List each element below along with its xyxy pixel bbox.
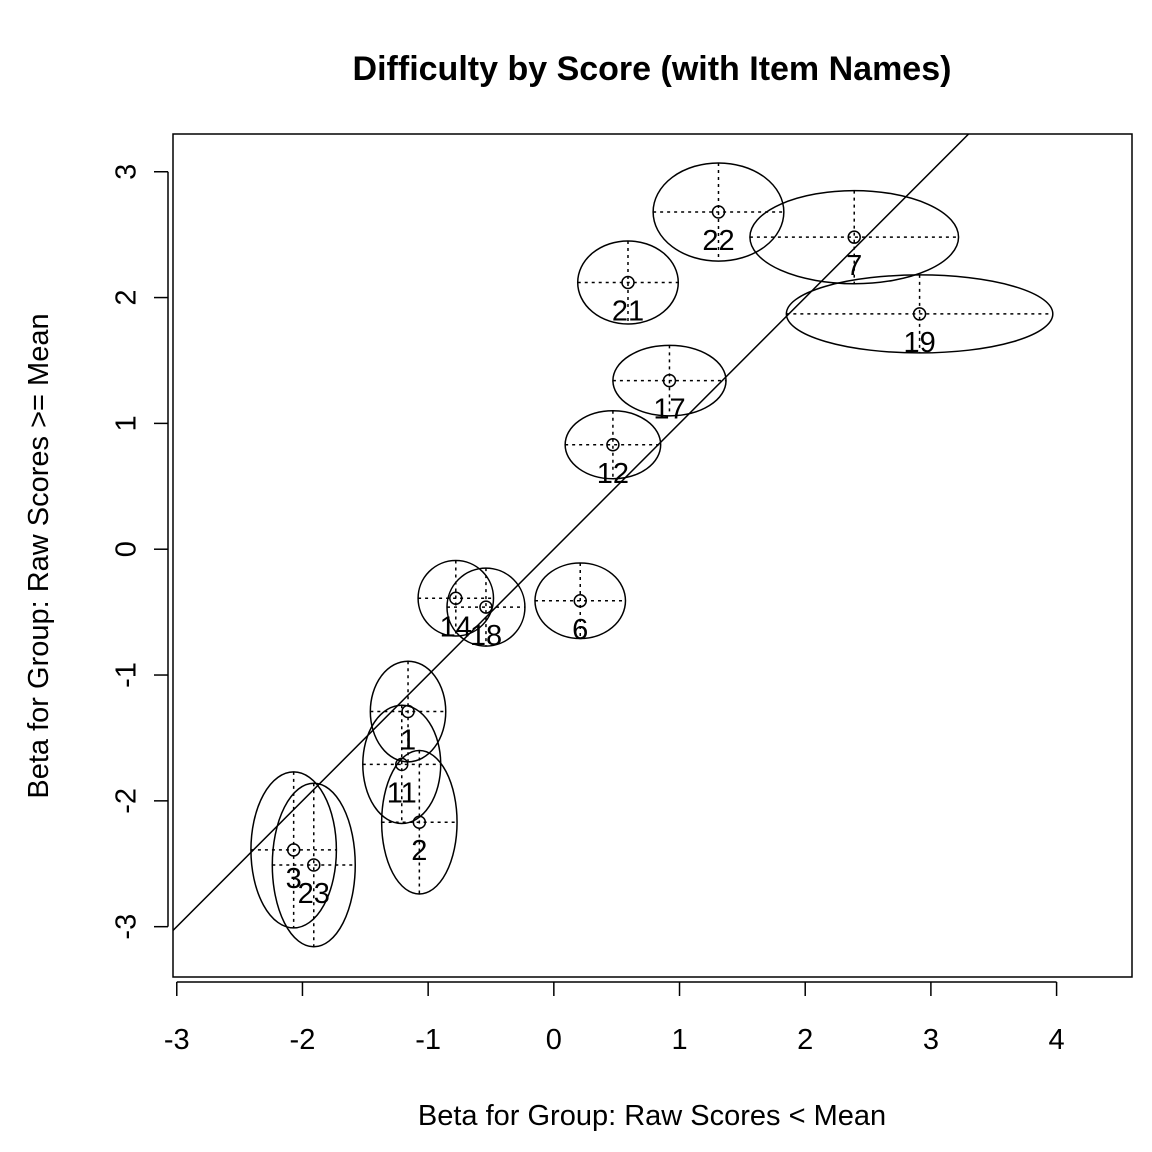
point-label: 2 xyxy=(411,835,427,867)
data-point-21: 21 xyxy=(576,240,680,327)
x-tick-label: 0 xyxy=(546,1024,562,1056)
point-label: 6 xyxy=(572,614,588,646)
point-marker xyxy=(307,858,321,872)
point-label: 11 xyxy=(387,777,417,809)
point-label: 7 xyxy=(846,250,862,282)
point-label: 14 xyxy=(440,611,472,643)
point-marker xyxy=(573,594,587,608)
data-point-6: 6 xyxy=(534,562,627,646)
y-tick-label: 2 xyxy=(111,289,143,305)
chart-marks: -3 -2 -1 0 1 2 3 4-3-2-101232272119171261418111… xyxy=(111,134,1065,1056)
y-tick-label: 1 xyxy=(111,415,143,431)
point-marker xyxy=(621,275,635,290)
x-tick-label: 3 xyxy=(923,1024,939,1056)
data-point-11: 11 xyxy=(362,704,442,825)
point-marker xyxy=(711,205,726,219)
data-point-12: 12 xyxy=(564,410,662,490)
chart-title: Difficulty by Score (with Item Names) xyxy=(353,50,952,88)
point-marker xyxy=(479,600,493,614)
y-tick-label: -2 xyxy=(111,788,143,814)
point-marker xyxy=(847,230,861,244)
point-label: 19 xyxy=(903,327,935,359)
data-point-19: 19 xyxy=(785,274,1054,359)
x-axis-title: Beta for Group: Raw Scores < Mean xyxy=(418,1100,886,1132)
point-marker xyxy=(449,591,463,606)
data-point-22: 22 xyxy=(652,162,785,262)
x-tick-label: 4 xyxy=(1049,1024,1065,1056)
data-point-1: 1 xyxy=(369,660,447,763)
data-point-23: 23 xyxy=(271,782,356,948)
point-label: 23 xyxy=(298,878,330,910)
point-marker xyxy=(606,438,620,452)
x-tick-label: -3 xyxy=(164,1024,190,1056)
point-label: 18 xyxy=(470,620,502,652)
point-marker xyxy=(912,307,927,321)
data-point-18: 18 xyxy=(446,567,526,652)
point-label: 12 xyxy=(597,458,629,490)
data-point-14: 14 xyxy=(417,559,495,643)
y-tick-label: -1 xyxy=(111,662,143,688)
plot-frame xyxy=(172,133,1133,978)
point-marker xyxy=(286,843,301,857)
point-marker xyxy=(662,373,677,388)
y-axis-title: Beta for Group: Raw Scores >= Mean xyxy=(23,313,55,798)
y-tick-label: 3 xyxy=(111,164,143,180)
x-tick-label: 2 xyxy=(797,1024,813,1056)
x-tick-label: -2 xyxy=(290,1024,316,1056)
y-tick-label: -3 xyxy=(111,914,143,940)
point-marker xyxy=(412,815,427,829)
identity-line xyxy=(173,134,970,932)
data-point-17: 17 xyxy=(612,344,727,426)
x-tick-label: -1 xyxy=(415,1024,441,1056)
point-label: 22 xyxy=(702,225,734,257)
x-tick-label: 1 xyxy=(671,1024,687,1056)
point-label: 17 xyxy=(653,394,685,426)
y-tick-label: 0 xyxy=(111,541,143,557)
point-label: 3 xyxy=(286,863,302,895)
point-label: 21 xyxy=(612,295,644,327)
data-point-2: 2 xyxy=(380,749,458,895)
data-point-3: 3 xyxy=(250,771,338,929)
point-label: 1 xyxy=(400,725,416,757)
data-point-7: 7 xyxy=(749,189,960,285)
